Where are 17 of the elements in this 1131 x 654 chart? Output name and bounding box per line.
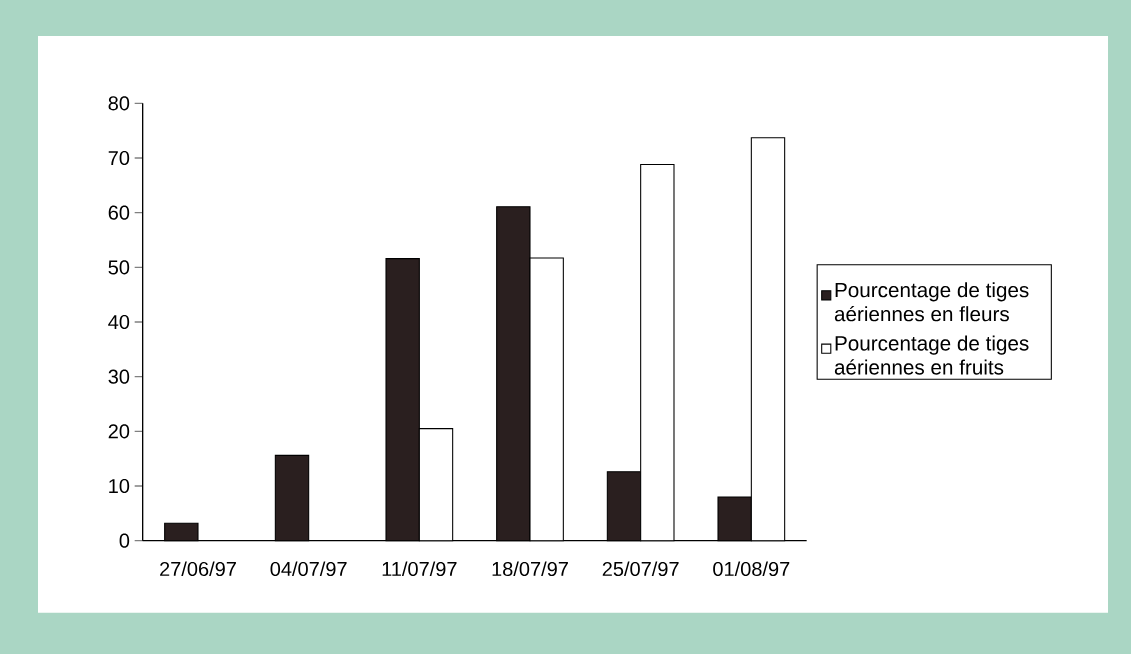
x-tick-label: 27/06/97 bbox=[160, 561, 236, 577]
x-tick-label: 01/08/97 bbox=[713, 561, 790, 577]
y-tick-label: 40 bbox=[108, 314, 130, 330]
x-tick-label: 18/07/97 bbox=[492, 561, 568, 577]
y-tick-label: 30 bbox=[108, 369, 130, 384]
legend-label: Pourcentage de tiges aériennes en fleurs bbox=[834, 282, 1029, 322]
y-tick-label: 70 bbox=[108, 150, 130, 166]
y-tick-label: 60 bbox=[108, 205, 130, 220]
x-tick-label: 25/07/97 bbox=[602, 561, 679, 577]
y-tick-label: 50 bbox=[108, 260, 130, 275]
y-tick-label: 10 bbox=[109, 478, 130, 494]
y-tick-label: 80 bbox=[108, 96, 130, 111]
x-tick-label: 04/07/97 bbox=[270, 561, 347, 577]
legend-label: Pourcentage de tiges aériennes en fruits bbox=[834, 335, 1029, 375]
y-tick-label: 0 bbox=[119, 533, 130, 548]
y-tick-label: 20 bbox=[108, 424, 130, 439]
x-tick-label: 11/07/97 bbox=[382, 561, 457, 577]
